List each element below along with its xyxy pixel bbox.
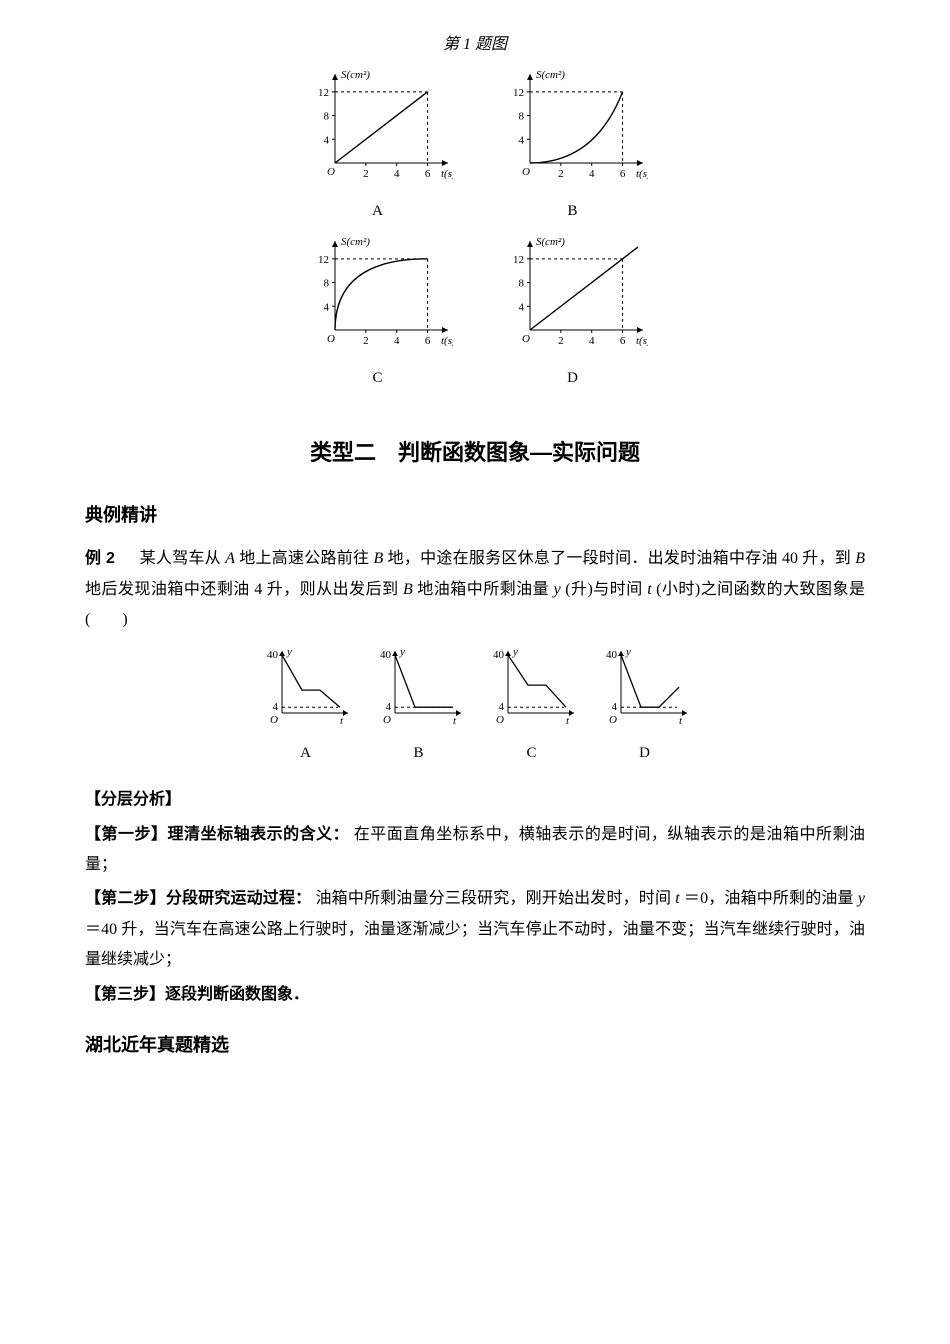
example2-prefix: 例 2 <box>85 550 115 567</box>
svg-text:4: 4 <box>323 135 329 147</box>
analysis-header: 【分层分析】 <box>85 785 865 815</box>
svg-text:2: 2 <box>363 168 369 180</box>
small-chart-A: 40 4Oy t A <box>258 645 353 767</box>
svg-text:y: y <box>399 646 405 658</box>
example2-charts: 404Oyt A 404Oyt B 404Oyt C 404Oyt D <box>85 645 865 767</box>
svg-text:6: 6 <box>424 168 430 180</box>
svg-text:t: t <box>566 715 570 725</box>
svg-text:S(cm²): S(cm²) <box>341 69 370 81</box>
chart-C-svg: 4 8 12 2 4 6 S(cm²) t(s) O <box>303 235 453 350</box>
chart-B-label: B <box>498 197 648 226</box>
chart-B-svg: 4 8 12 2 4 6 S(cm²) t(s) O <box>498 68 648 183</box>
svg-text:6: 6 <box>619 168 625 180</box>
svg-text:O: O <box>522 166 530 178</box>
svg-text:2: 2 <box>558 335 564 347</box>
svg-text:8: 8 <box>323 278 329 290</box>
svg-text:O: O <box>327 166 335 178</box>
figure1-caption: 第 1 题图 <box>85 30 865 60</box>
small-chart-D: 40 4Oy t D <box>597 645 692 767</box>
svg-text:4: 4 <box>612 702 618 714</box>
svg-text:4: 4 <box>588 168 594 180</box>
chart-A-svg: 4 8 12 2 4 6 S(cm²) t(s) O <box>303 68 453 183</box>
svg-text:4: 4 <box>518 135 524 147</box>
svg-text:S(cm²): S(cm²) <box>536 69 565 81</box>
svg-text:t: t <box>679 715 683 725</box>
svg-text:y: y <box>512 646 518 658</box>
subtitle-example: 典例精讲 <box>85 498 865 532</box>
svg-text:40: 40 <box>267 649 279 661</box>
svg-text:40: 40 <box>493 649 505 661</box>
svg-text:O: O <box>270 714 278 725</box>
svg-text:t: t <box>340 715 344 725</box>
svg-text:4: 4 <box>499 702 505 714</box>
small-chart-B-svg: 40 4Oy t <box>371 645 466 725</box>
svg-text:12: 12 <box>513 254 524 266</box>
svg-text:O: O <box>522 333 530 345</box>
svg-text:12: 12 <box>318 87 329 99</box>
svg-text:O: O <box>383 714 391 725</box>
small-chart-D-svg: 40 4Oy t <box>597 645 692 725</box>
svg-text:S(cm²): S(cm²) <box>341 236 370 248</box>
svg-text:8: 8 <box>518 278 524 290</box>
svg-text:40: 40 <box>606 649 618 661</box>
svg-text:t(s): t(s) <box>441 168 453 180</box>
svg-text:40: 40 <box>380 649 392 661</box>
chart-A-label: A <box>303 197 453 226</box>
analysis-step1: 【第一步】理清坐标轴表示的含义： 在平面直角坐标系中，横轴表示的是时间，纵轴表示… <box>85 820 865 881</box>
svg-text:4: 4 <box>273 702 279 714</box>
svg-text:8: 8 <box>323 111 329 123</box>
svg-text:12: 12 <box>318 254 329 266</box>
svg-text:6: 6 <box>619 335 625 347</box>
chart-A: 4 8 12 2 4 6 S(cm²) t(s) O A <box>303 68 453 225</box>
svg-text:t(s): t(s) <box>441 335 453 347</box>
small-chart-A-svg: 40 4Oy t <box>258 645 353 725</box>
subtitle-hubei: 湖北近年真题精选 <box>85 1028 865 1062</box>
svg-text:O: O <box>496 714 504 725</box>
svg-text:4: 4 <box>393 335 399 347</box>
small-chart-C-label: C <box>484 739 579 768</box>
svg-text:2: 2 <box>558 168 564 180</box>
svg-text:t(s): t(s) <box>636 168 648 180</box>
svg-text:O: O <box>609 714 617 725</box>
chart-B: 4 8 12 2 4 6 S(cm²) t(s) O B <box>498 68 648 225</box>
svg-text:4: 4 <box>518 302 524 314</box>
small-chart-C-svg: 40 4Oy t <box>484 645 579 725</box>
svg-text:t: t <box>453 715 457 725</box>
svg-text:6: 6 <box>424 335 430 347</box>
small-chart-A-label: A <box>258 739 353 768</box>
chart-C-label: C <box>303 364 453 393</box>
chart-D-svg: 4 8 12 2 4 6 S(cm²) t(s) O <box>498 235 648 350</box>
section-title: 类型二 判断函数图象—实际问题 <box>85 432 865 474</box>
svg-text:4: 4 <box>588 335 594 347</box>
svg-text:4: 4 <box>393 168 399 180</box>
chart-C: 4 8 12 2 4 6 S(cm²) t(s) O C <box>303 235 453 392</box>
chart-D: 4 8 12 2 4 6 S(cm²) t(s) O D <box>498 235 648 392</box>
svg-text:t(s): t(s) <box>636 335 648 347</box>
small-chart-B-label: B <box>371 739 466 768</box>
figure1-grid: 4 8 12 2 4 6 S(cm²) t(s) O A 4 8 12 2 4 6 S(cm²) t(s) O … <box>295 68 655 392</box>
analysis-step3: 【第三步】逐段判断函数图象． <box>85 980 865 1010</box>
svg-text:y: y <box>286 646 292 658</box>
svg-text:8: 8 <box>518 111 524 123</box>
svg-text:12: 12 <box>513 87 524 99</box>
small-chart-D-label: D <box>597 739 692 768</box>
svg-text:S(cm²): S(cm²) <box>536 236 565 248</box>
svg-text:4: 4 <box>323 302 329 314</box>
svg-text:y: y <box>625 646 631 658</box>
small-chart-B: 40 4Oy t B <box>371 645 466 767</box>
svg-text:4: 4 <box>386 702 392 714</box>
svg-text:O: O <box>327 333 335 345</box>
svg-text:2: 2 <box>363 335 369 347</box>
example2-text: 例 2 某人驾车从 A 地上高速公路前往 B 地，中途在服务区休息了一段时间．出… <box>85 544 865 635</box>
small-chart-C: 40 4Oy t C <box>484 645 579 767</box>
analysis-step2: 【第二步】分段研究运动过程： 油箱中所剩油量分三段研究，刚开始出发时，时间 t … <box>85 884 865 975</box>
chart-D-label: D <box>498 364 648 393</box>
